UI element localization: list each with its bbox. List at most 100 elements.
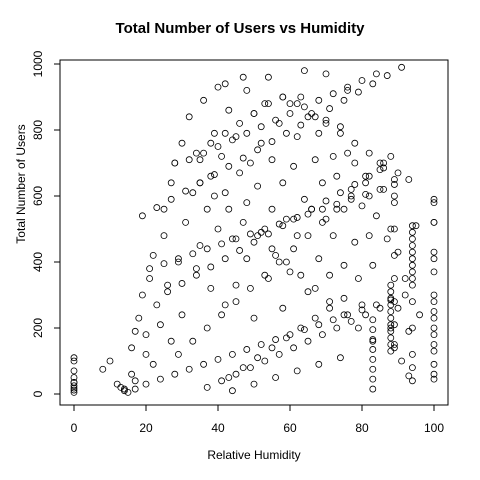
data-point [261, 271, 269, 279]
data-point [297, 93, 305, 101]
data-point [200, 96, 208, 104]
data-point [264, 275, 272, 282]
data-point [300, 67, 308, 74]
data-point [221, 255, 229, 263]
data-point [300, 103, 308, 111]
data-point [365, 172, 373, 180]
data-point [128, 370, 136, 378]
data-point [178, 280, 186, 287]
data-point [390, 341, 398, 348]
data-point [182, 187, 190, 195]
data-point [185, 113, 193, 121]
data-point [318, 218, 326, 226]
y-tick-label: 0 [31, 390, 45, 397]
data-point [293, 367, 301, 375]
data-point [142, 350, 150, 358]
data-point [408, 275, 416, 282]
data-point [185, 365, 193, 373]
data-point [430, 375, 438, 383]
data-point [210, 171, 218, 178]
data-point [250, 380, 258, 388]
data-point [236, 247, 244, 254]
data-point [387, 288, 395, 296]
data-point [430, 308, 438, 315]
data-point [398, 63, 406, 71]
data-point [189, 337, 197, 345]
data-point [369, 385, 377, 393]
data-point [257, 228, 265, 236]
data-point [293, 133, 301, 141]
data-point [138, 291, 146, 299]
data-point [257, 123, 265, 131]
data-point [243, 199, 251, 207]
data-point [408, 248, 416, 256]
data-point [380, 185, 388, 193]
data-point [387, 152, 395, 160]
data-point [387, 281, 395, 289]
data-point [351, 238, 359, 246]
data-point [430, 314, 438, 322]
data-point [322, 116, 330, 124]
data-point [178, 311, 186, 319]
data-point [318, 179, 326, 187]
data-point [387, 321, 395, 329]
data-point [174, 350, 182, 358]
data-point [142, 331, 150, 339]
data-point [329, 90, 337, 98]
data-point [387, 334, 395, 342]
data-point [268, 245, 276, 253]
data-point [408, 268, 416, 276]
data-point [430, 195, 438, 203]
data-point [279, 93, 287, 101]
data-point [336, 123, 344, 131]
data-point [232, 235, 240, 243]
y-tick-label: 600 [31, 186, 45, 206]
data-point [218, 311, 226, 319]
data-point [189, 250, 197, 258]
data-point [207, 284, 215, 292]
data-point [275, 350, 283, 358]
data-point [196, 242, 204, 249]
y-tick-label: 800 [31, 120, 45, 140]
data-point [408, 377, 416, 385]
data-point [254, 232, 262, 240]
data-point [210, 129, 218, 137]
data-point [156, 375, 164, 383]
data-point [408, 350, 416, 358]
data-point [239, 218, 247, 226]
data-point [304, 288, 312, 296]
data-point [300, 326, 308, 334]
data-point [236, 120, 244, 127]
x-tick-label: 40 [211, 421, 225, 435]
data-point [362, 311, 370, 319]
data-point [232, 370, 240, 378]
data-point [430, 248, 438, 256]
data-point [405, 372, 413, 380]
data-point [315, 129, 323, 137]
data-point [185, 156, 193, 164]
data-point [203, 383, 211, 391]
x-tick-label: 80 [355, 421, 369, 435]
data-point [106, 357, 114, 365]
data-point [387, 225, 395, 233]
data-point [282, 334, 290, 342]
data-point [160, 205, 168, 213]
data-point [405, 176, 413, 183]
data-point [290, 245, 298, 253]
data-point [398, 357, 406, 365]
data-point [261, 357, 269, 365]
data-point [153, 301, 161, 309]
data-point [394, 304, 402, 312]
data-point [347, 192, 355, 200]
data-point [254, 182, 262, 190]
plot-frame [59, 59, 449, 406]
data-point [344, 311, 352, 319]
data-point [218, 240, 226, 248]
data-point [282, 215, 290, 223]
data-point [311, 314, 319, 322]
data-point [380, 164, 388, 172]
data-point [70, 367, 78, 375]
data-point [430, 341, 438, 348]
data-point [311, 284, 319, 292]
